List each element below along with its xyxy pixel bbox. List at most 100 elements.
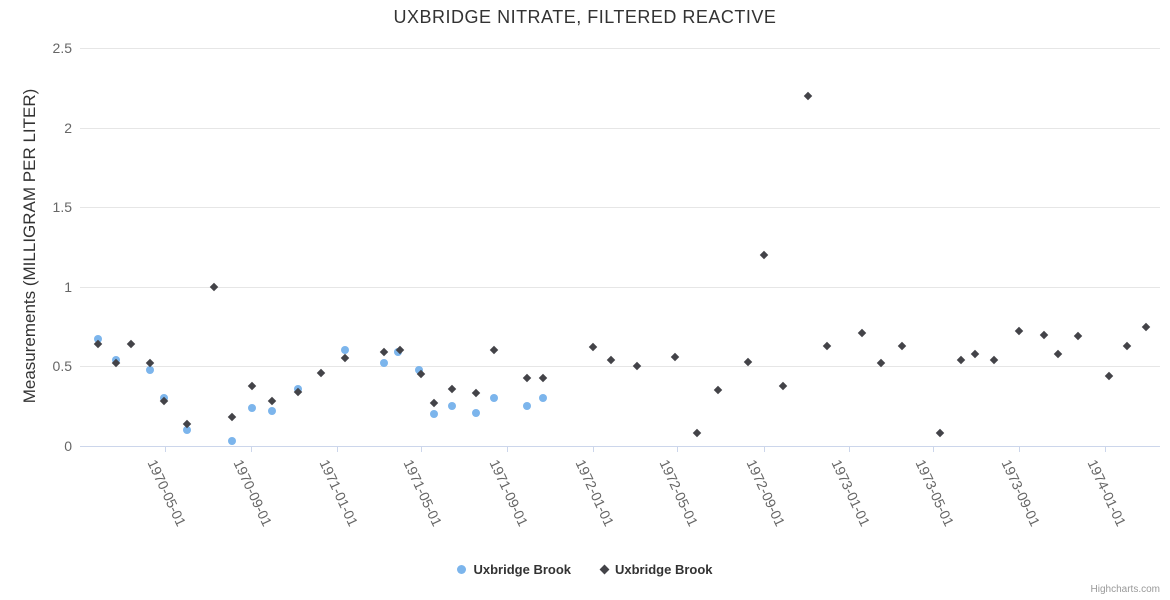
legend-item-diamond[interactable]: Uxbridge Brook: [599, 562, 713, 577]
x-axis-tick: [420, 446, 422, 452]
data-point-diamond[interactable]: [759, 250, 768, 260]
data-point-diamond[interactable]: [1123, 341, 1132, 350]
x-axis-tick-label: 1971-09-01: [486, 457, 532, 529]
legend: Uxbridge Brook Uxbridge Brook: [0, 562, 1170, 577]
data-point-diamond[interactable]: [1053, 349, 1063, 358]
data-point-diamond[interactable]: [247, 381, 257, 390]
data-point-diamond[interactable]: [538, 373, 548, 382]
x-axis-tick-label: 1973-09-01: [998, 457, 1044, 529]
data-point-diamond[interactable]: [159, 397, 168, 406]
data-point-diamond[interactable]: [857, 328, 866, 338]
x-axis-tick-label: 1973-01-01: [828, 457, 874, 529]
data-point-circle[interactable]: [538, 394, 547, 403]
data-point-diamond[interactable]: [935, 429, 944, 438]
data-point-diamond[interactable]: [379, 347, 388, 357]
data-point-diamond[interactable]: [692, 429, 702, 438]
data-point-diamond[interactable]: [956, 355, 965, 365]
data-point-diamond[interactable]: [340, 354, 350, 363]
data-point-diamond[interactable]: [183, 419, 192, 428]
data-point-diamond[interactable]: [588, 343, 597, 352]
data-point-diamond[interactable]: [606, 355, 616, 365]
data-point-diamond[interactable]: [970, 349, 979, 358]
data-point-diamond[interactable]: [823, 341, 832, 350]
data-point-diamond[interactable]: [713, 386, 723, 395]
data-point-diamond[interactable]: [267, 397, 277, 406]
data-point-circle[interactable]: [448, 402, 457, 411]
y-axis-tick-label: 1.5: [52, 199, 72, 216]
y-gridline: [80, 366, 1160, 368]
x-axis-tick: [592, 446, 594, 452]
x-axis-tick-label: 1972-09-01: [743, 457, 788, 529]
data-point-circle[interactable]: [93, 335, 102, 344]
x-axis-line: [80, 446, 1160, 447]
legend-marker-diamond-icon: [599, 564, 610, 575]
y-axis-tick-label: 0: [64, 438, 72, 454]
legend-item-circle[interactable]: Uxbridge Brook: [457, 562, 571, 577]
data-point-circle[interactable]: [227, 437, 236, 446]
data-point-diamond[interactable]: [448, 384, 457, 393]
data-point-circle[interactable]: [415, 365, 424, 374]
data-point-diamond[interactable]: [989, 355, 999, 365]
data-point-diamond[interactable]: [897, 341, 906, 350]
x-axis-tick-label: 1973-05-01: [912, 457, 958, 529]
data-point-diamond[interactable]: [429, 398, 439, 408]
chart-title: UXBRIDGE NITRATE, FILTERED REACTIVE: [393, 7, 777, 27]
y-gridline: [80, 286, 1160, 288]
y-gridline: [80, 207, 1160, 209]
data-point-diamond[interactable]: [227, 413, 236, 422]
data-point-diamond[interactable]: [804, 91, 813, 100]
x-axis-tick-label: 1970-09-01: [230, 457, 276, 529]
data-point-circle[interactable]: [341, 346, 350, 355]
data-point-diamond[interactable]: [670, 352, 679, 362]
y-axis-tick-label: 2.5: [52, 40, 72, 56]
y-axis-tick-label: 2: [64, 119, 72, 136]
x-axis-tick-label: 1970-05-01: [144, 457, 190, 529]
data-point-diamond[interactable]: [1015, 327, 1024, 336]
data-point-diamond[interactable]: [471, 389, 480, 398]
data-point-diamond[interactable]: [489, 346, 498, 355]
legend-label: Uxbridge Brook: [615, 562, 713, 577]
y-axis-tick-label: 0.5: [52, 358, 72, 375]
data-point-circle[interactable]: [183, 426, 192, 435]
data-point-diamond[interactable]: [1074, 331, 1083, 341]
data-point-circle[interactable]: [489, 394, 498, 403]
x-axis-tick: [763, 446, 765, 452]
data-point-diamond[interactable]: [779, 381, 788, 390]
data-point-circle[interactable]: [522, 402, 531, 411]
data-point-circle[interactable]: [247, 403, 256, 412]
data-point-diamond[interactable]: [1039, 330, 1049, 339]
y-gridline: [80, 127, 1160, 129]
x-axis-tick-label: 1974-01-01: [1084, 457, 1130, 529]
x-axis-tick-label: 1972-05-01: [656, 457, 702, 529]
legend-marker-circle-icon: [457, 565, 467, 574]
x-axis-tick: [165, 446, 166, 452]
data-point-diamond[interactable]: [743, 357, 752, 366]
data-point-circle[interactable]: [471, 408, 480, 417]
highcharts-credit-link[interactable]: Highcharts.com: [1090, 584, 1160, 595]
data-point-diamond[interactable]: [209, 282, 219, 292]
data-point-diamond[interactable]: [522, 373, 531, 382]
x-axis-tick-label: 1971-01-01: [316, 457, 362, 529]
x-axis-tick-label: 1971-05-01: [400, 457, 446, 529]
data-point-diamond[interactable]: [126, 339, 135, 349]
legend-label: Uxbridge Brook: [473, 562, 571, 577]
x-axis-tick: [1019, 446, 1021, 452]
y-axis-title: Measurements (MILLIGRAM PER LITER): [20, 88, 39, 404]
data-point-diamond[interactable]: [632, 362, 641, 371]
x-axis-tick: [1105, 446, 1106, 452]
data-point-circle[interactable]: [146, 365, 155, 374]
data-point-circle[interactable]: [268, 406, 277, 415]
x-axis-tick: [849, 446, 851, 452]
data-point-diamond[interactable]: [1104, 371, 1113, 381]
data-point-circle[interactable]: [430, 410, 439, 419]
data-point-diamond[interactable]: [1142, 322, 1151, 331]
x-axis-tick: [507, 446, 509, 452]
data-point-circle[interactable]: [379, 359, 388, 368]
y-axis-tick-label: 1: [64, 278, 72, 295]
data-point-diamond[interactable]: [317, 368, 326, 378]
y-gridline: [80, 48, 1160, 49]
data-point-diamond[interactable]: [416, 370, 426, 379]
x-axis-tick: [677, 446, 679, 452]
x-axis-tick-label: 1972-01-01: [572, 457, 617, 529]
